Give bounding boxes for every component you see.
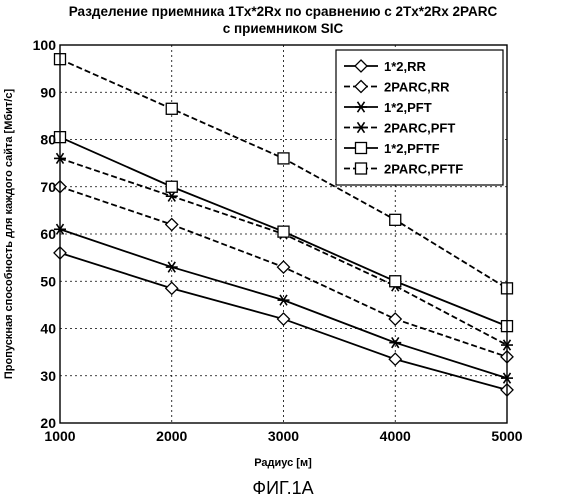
square-marker	[278, 226, 289, 237]
figure-caption: ФИГ.1A	[252, 478, 313, 498]
legend-label: 2PARC,RR	[384, 80, 450, 95]
y-tick-label: 100	[33, 37, 57, 53]
square-marker	[166, 103, 177, 114]
legend-item: 1*2,PFTF	[344, 141, 440, 156]
square-marker	[166, 181, 177, 192]
legend-item: 2PARC,PFTF	[344, 162, 463, 177]
x-tick-label: 3000	[268, 428, 299, 444]
x-tick-label: 2000	[156, 428, 187, 444]
legend: 1*2,RR 2PARC,RR 1*2,PFT 2PARC,PFT 1*2,PFTF 2P…	[336, 50, 503, 185]
legend-label: 1*2,PFTF	[384, 141, 440, 156]
square-marker	[278, 153, 289, 164]
y-tick-label: 70	[40, 179, 56, 195]
x-tick-label: 4000	[380, 428, 411, 444]
legend-label: 2PARC,PFTF	[384, 162, 463, 177]
legend-label: 2PARC,PFT	[384, 121, 455, 136]
y-tick-label: 60	[40, 226, 56, 242]
y-tick-label: 80	[40, 132, 56, 148]
y-tick-label: 30	[40, 368, 56, 384]
square-marker	[390, 214, 401, 225]
square-marker	[390, 276, 401, 287]
y-tick-label: 90	[40, 84, 56, 100]
chart-title-line1: Разделение приемника 1Tx*2Rx по сравнени…	[69, 4, 498, 19]
chart-title-line2: с приемником SIC	[223, 21, 344, 36]
square-marker	[356, 143, 367, 154]
x-axis-label: Радиус [м]	[254, 457, 312, 469]
legend-item: 2PARC,RR	[344, 80, 450, 95]
y-tick-label: 40	[40, 321, 56, 337]
y-tick-label: 20	[40, 415, 56, 431]
x-tick-label: 5000	[491, 428, 522, 444]
square-marker	[356, 163, 367, 174]
y-tick-label: 50	[40, 273, 56, 289]
legend-label: 1*2,RR	[384, 59, 427, 74]
y-axis-label: Пропускная способность для каждого сайта…	[3, 89, 15, 380]
legend-label: 1*2,PFT	[384, 100, 432, 115]
